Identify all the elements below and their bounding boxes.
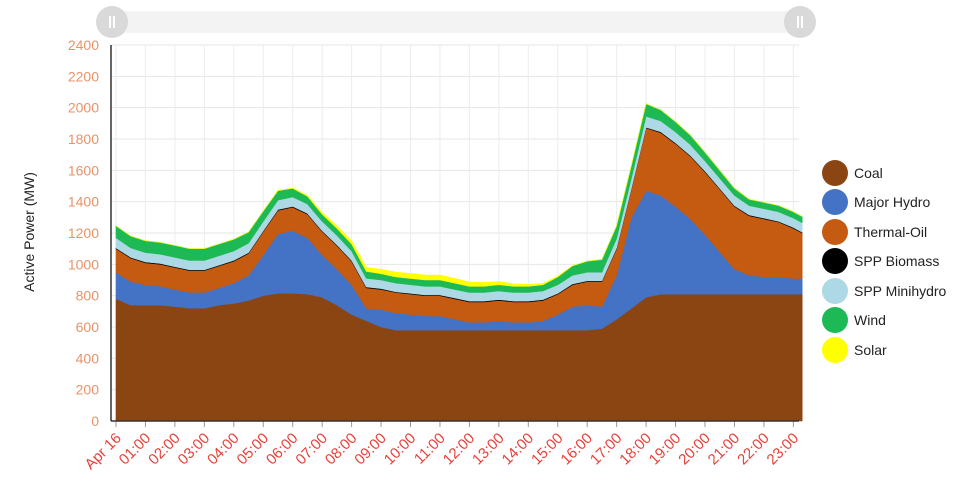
chart-areas [115,103,803,422]
legend-swatch [822,218,848,245]
x-tick-label: 23:00 [764,430,803,469]
x-tick-label: 19:00 [646,430,685,469]
legend-item-solar[interactable]: Solar [822,335,946,365]
legend-label: Major Hydro [854,194,931,211]
legend-swatch [822,277,848,304]
legend-label: Solar [854,341,887,358]
y-tick-label: 1400 [68,194,99,210]
legend-label: SPP Biomass [854,253,940,270]
range-end-handle[interactable] [784,6,816,38]
y-tick-label: 800 [76,288,100,304]
x-tick-label: 08:00 [322,430,361,469]
legend-swatch [822,336,848,363]
legend-item-spp-biomass[interactable]: SPP Biomass [822,247,946,277]
legend-item-spp-minihydro[interactable]: SPP Minihydro [822,276,946,306]
legend-swatch [822,307,848,334]
y-tick-label: 0 [91,413,99,429]
legend-label: Wind [854,312,886,329]
y-tick-label: 200 [76,382,100,398]
x-tick-label: 15:00 [528,430,567,469]
range-navigator[interactable] [96,6,816,38]
x-tick-label: 17:00 [587,430,626,469]
x-tick-label: 14:00 [499,430,538,469]
legend-item-thermal-oil[interactable]: Thermal-Oil [822,217,946,247]
x-tick-label: Apr 16 [82,430,125,473]
x-tick-label: 10:00 [381,430,420,469]
x-tick-label: 13:00 [469,430,508,469]
x-tick-label: 05:00 [234,430,273,469]
legend-item-wind[interactable]: Wind [822,306,946,336]
x-tick-label: 09:00 [351,430,390,469]
legend-label: SPP Minihydro [854,282,947,299]
y-tick-label: 2000 [68,100,99,116]
y-tick-label: 600 [76,319,100,335]
x-tick-label: 22:00 [734,430,773,469]
legend-swatch [822,189,848,216]
x-tick-label: 18:00 [616,430,655,469]
y-tick-label: 2200 [68,68,99,84]
y-tick-label: 2400 [68,37,99,53]
range-navigator-track[interactable] [110,11,802,33]
legend-swatch [822,159,848,186]
y-axis-label: Active Power (MW) [21,172,37,292]
legend-label: Coal [854,164,883,181]
x-tick-label: 20:00 [675,430,714,469]
x-tick-label: 12:00 [440,430,479,469]
x-tick-label: 06:00 [263,430,302,469]
legend-item-major-hydro[interactable]: Major Hydro [822,188,946,218]
y-tick-label: 1000 [68,256,99,272]
x-tick-label: 04:00 [204,430,243,469]
legend-item-coal[interactable]: Coal [822,158,946,188]
x-tick-label: 07:00 [292,430,331,469]
x-tick-label: 16:00 [557,430,596,469]
range-start-handle[interactable] [96,6,128,38]
legend-label: Thermal-Oil [854,223,928,240]
x-tick-label: 21:00 [705,430,744,469]
y-tick-label: 1600 [68,162,99,178]
x-tick-label: 01:00 [116,430,155,469]
grip-icon [109,16,115,28]
x-tick-label: 03:00 [175,430,214,469]
y-tick-label: 400 [76,350,100,366]
y-tick-label: 1200 [68,225,99,241]
grip-icon [797,16,803,28]
x-tick-label: 02:00 [145,430,184,469]
chart-legend: Coal Major Hydro Thermal-Oil SPP Biomass SPP… [822,158,946,365]
legend-swatch [822,248,848,275]
y-tick-label: 1800 [68,131,99,147]
x-tick-label: 11:00 [411,430,449,468]
area-solar[interactable] [115,103,803,287]
